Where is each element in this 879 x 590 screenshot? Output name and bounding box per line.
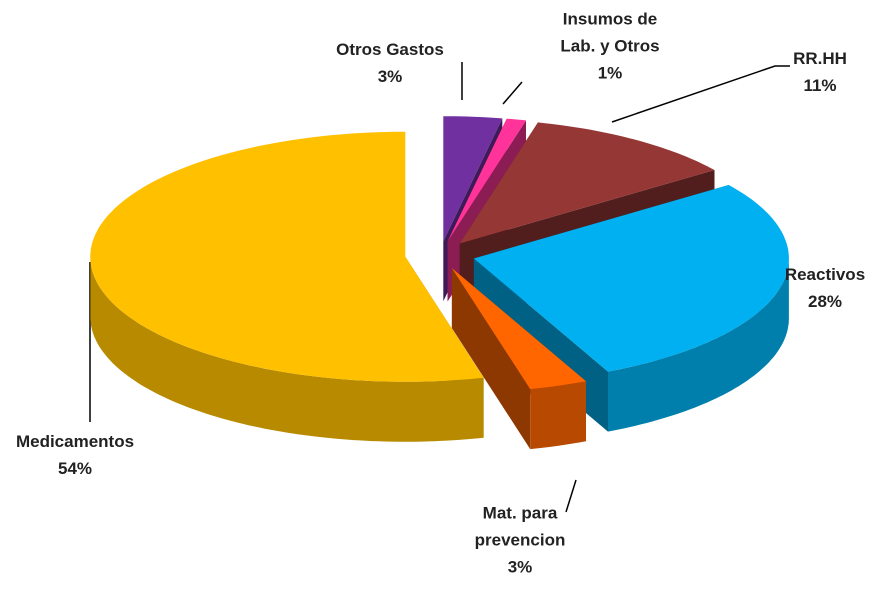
slice-top	[443, 116, 503, 242]
slice-side	[608, 258, 789, 432]
value-label: 54%	[57, 459, 93, 478]
slice-wall	[451, 268, 531, 450]
data-label: Otros Gastos 3%	[315, 36, 465, 90]
value-label: 3%	[377, 67, 403, 86]
slice-top	[451, 268, 586, 390]
category-label: Mat. para prevencion	[474, 503, 566, 550]
value-label: 3%	[507, 557, 533, 577]
category-label: Medicamentos	[15, 432, 135, 451]
data-label: Medicamentos 54%	[0, 428, 150, 482]
category-label: Insumos de Lab. y Otros	[560, 9, 660, 56]
leader-line	[502, 81, 523, 105]
category-label: Reactivos	[784, 265, 866, 284]
slice-side	[530, 381, 586, 450]
data-label: RR.HH 11%	[745, 45, 879, 99]
value-label: 1%	[597, 63, 623, 83]
value-label: 11%	[803, 76, 837, 95]
slice-top	[459, 122, 715, 244]
value-label: 28%	[807, 292, 843, 311]
slice	[90, 131, 484, 442]
slice-side	[90, 256, 484, 442]
data-label: Reactivos 28%	[750, 261, 879, 315]
slice-top	[473, 185, 789, 372]
data-label: Insumos de Lab. y Otros 1%	[545, 6, 675, 87]
category-label: RR.HH	[793, 49, 847, 68]
slice	[451, 268, 586, 450]
slice-top	[90, 131, 484, 382]
slice-top	[447, 118, 526, 242]
category-label: Otros Gastos	[336, 40, 444, 59]
data-label: Mat. para prevencion 3%	[445, 500, 595, 581]
leader-line	[565, 479, 577, 513]
leader-line	[611, 65, 790, 123]
